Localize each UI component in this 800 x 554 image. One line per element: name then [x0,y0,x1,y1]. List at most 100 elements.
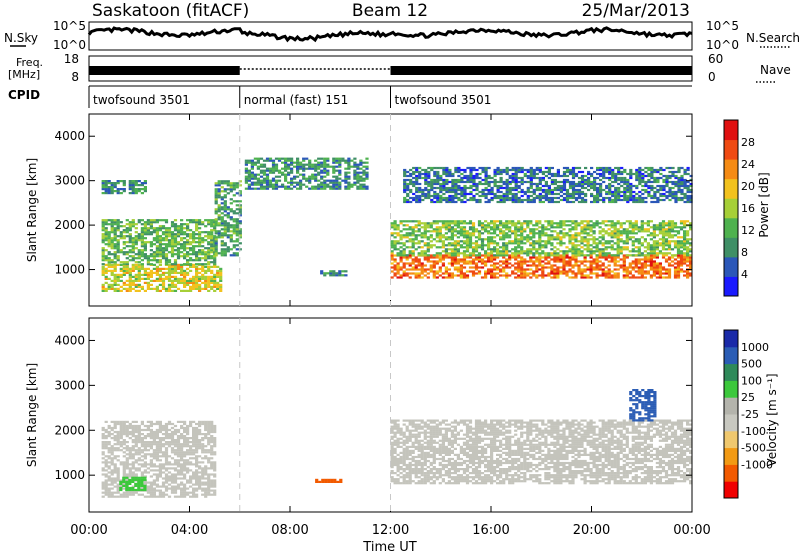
power-cell [468,256,473,259]
cpid-segment-label: twofsound 3501 [395,93,492,107]
power-cell [649,248,653,251]
power-cell [649,258,653,261]
power-cell [629,192,633,196]
power-cell [104,239,108,242]
power-cell [499,238,503,241]
power-cell [450,276,454,279]
power-cell [465,232,470,235]
velocity-cell [110,461,114,464]
power-cell [623,178,627,182]
power-cell [229,210,233,213]
power-cell [101,287,105,290]
power-cell [454,170,458,174]
power-cell [643,256,647,259]
power-cell [137,263,141,266]
y-tick-label: 1000 [54,263,85,277]
power-cell [565,220,569,223]
power-cell [226,250,230,253]
power-cell [468,232,473,235]
power-cell [661,220,666,223]
power-cell [101,265,105,268]
power-cell [664,224,669,227]
power-cell [362,183,366,186]
power-cell [679,264,684,267]
power-cell [113,221,117,224]
power-cell [616,274,620,277]
power-cell [477,224,482,227]
power-cell [550,264,554,267]
power-cell [192,253,196,256]
power-cell [198,221,202,224]
power-cell [128,259,132,262]
power-cell [562,254,566,257]
power-cell [192,281,196,284]
power-cell [107,283,111,286]
power-cell [652,250,656,253]
power-cell [393,246,397,249]
power-cell [259,169,264,172]
power-cell [577,180,582,184]
power-cell [632,194,636,198]
power-cell [544,174,548,178]
power-cell [454,178,458,182]
power-cell [607,246,611,249]
power-cell [427,166,431,170]
power-cell [128,192,132,195]
power-cell [347,185,351,188]
velocity-cell [110,469,114,472]
power-cell [535,240,539,243]
power-cell [299,165,303,168]
power-cell [167,241,172,244]
power-cell [143,237,147,240]
power-cell [568,170,573,174]
power-cell [505,182,509,186]
power-cell [427,174,431,178]
power-cell [390,222,394,225]
power-cell [217,224,221,227]
power-cell [605,170,609,174]
power-cell [655,224,659,227]
power-cell [186,271,190,274]
velocity-cell [107,457,111,460]
power-cell [647,180,651,184]
power-cell [673,270,678,273]
power-cell [447,268,451,271]
power-cell [602,174,606,178]
power-cell [481,190,485,194]
power-cell [140,182,144,185]
power-cell [562,192,567,196]
power-cell [484,238,488,241]
power-cell [610,232,614,235]
power-cell [113,265,117,268]
power-cell [402,224,406,227]
power-cell [170,243,175,246]
power-cell [577,244,581,247]
power-cell [448,174,452,178]
power-cell [640,236,644,239]
power-cell [173,279,178,282]
power-cell [317,173,321,176]
power-cell [235,208,239,211]
power-cell [462,272,467,275]
power-cell [253,177,257,180]
power-cell [565,168,570,172]
power-cell [450,232,454,235]
power-cell [290,163,294,166]
power-cell [170,241,175,244]
power-cell [637,254,641,257]
power-cell [113,267,117,270]
power-cell [493,240,497,243]
power-cell [604,272,608,275]
power-cell [356,171,360,174]
power-cell [568,264,572,267]
power-cell [671,182,675,186]
power-cell [284,167,288,170]
power-cell [471,234,476,237]
power-cell [592,268,596,271]
power-cell [220,208,224,211]
velocity-cell [113,443,117,446]
power-cell [667,258,672,261]
power-cell [665,180,669,184]
power-cell [403,180,407,184]
power-cell [216,283,220,286]
